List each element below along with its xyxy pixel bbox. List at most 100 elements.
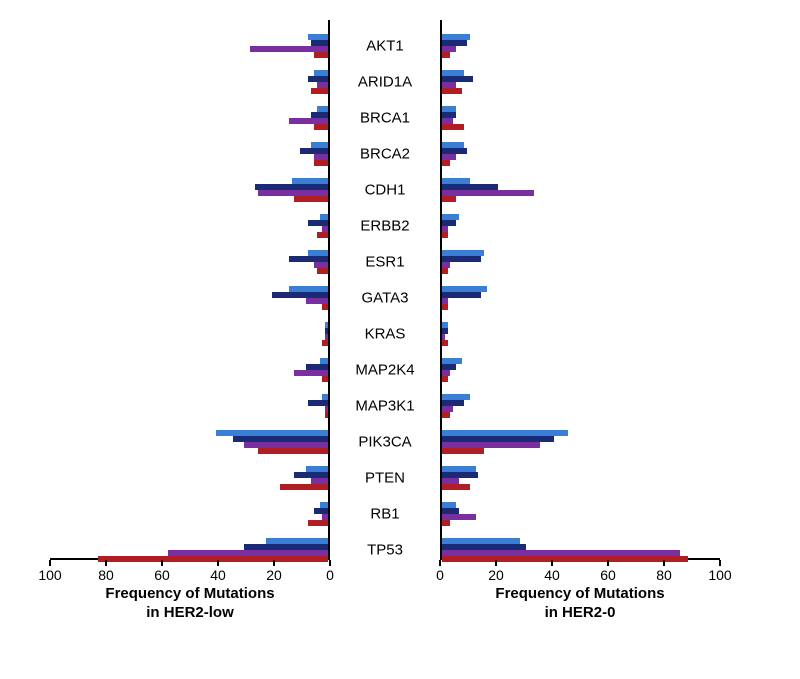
gene-label: GATA3 (330, 291, 440, 306)
bar (442, 448, 484, 454)
gene-label: ARID1A (330, 75, 440, 90)
bar (442, 88, 462, 94)
bar (442, 484, 470, 490)
gene-label: MAP3K1 (330, 399, 440, 414)
bar (308, 520, 328, 526)
gene-group (442, 502, 720, 526)
gene-label: AKT1 (330, 39, 440, 54)
bar (442, 292, 481, 298)
gene-group (442, 106, 720, 130)
axis-title-line2: in HER2-0 (545, 604, 616, 621)
gene-group (442, 250, 720, 274)
bar (317, 232, 328, 238)
gene-label: KRAS (330, 327, 440, 342)
gene-group (50, 142, 328, 166)
bar (322, 376, 328, 382)
tick-mark (719, 560, 721, 566)
gene-group (50, 538, 328, 562)
bar (442, 160, 450, 166)
tick-mark (329, 560, 331, 566)
gene-label: ERBB2 (330, 219, 440, 234)
gene-group (442, 466, 720, 490)
plot-area-right (440, 20, 720, 560)
bar (442, 196, 456, 202)
tick-mark (105, 560, 107, 566)
bar (442, 376, 448, 382)
bar (325, 412, 328, 418)
x-axis-title-right: Frequency of Mutations in HER2-0 (440, 585, 720, 623)
gene-group (442, 394, 720, 418)
gene-group (442, 430, 720, 454)
gene-label: PIK3CA (330, 435, 440, 450)
gene-label: RB1 (330, 507, 440, 522)
gene-group (50, 178, 328, 202)
gene-group (50, 430, 328, 454)
tick-label: 80 (644, 567, 684, 583)
bar (294, 196, 328, 202)
plot-area-left (50, 20, 330, 560)
tick-mark (273, 560, 275, 566)
x-axis-ticks-left: 020406080100 (50, 560, 330, 578)
axis-title-line1: Frequency of Mutations (105, 585, 274, 602)
gene-group (442, 286, 720, 310)
tick-label: 100 (30, 567, 70, 583)
bar (442, 232, 448, 238)
gene-label: MAP2K4 (330, 363, 440, 378)
bar (442, 52, 450, 58)
bar (322, 340, 328, 346)
gene-group (50, 466, 328, 490)
tick-mark (663, 560, 665, 566)
gene-group (50, 214, 328, 238)
gene-group (442, 70, 720, 94)
gene-group (442, 178, 720, 202)
tick-mark (161, 560, 163, 566)
gene-group (50, 250, 328, 274)
bar (442, 412, 450, 418)
bar (317, 268, 328, 274)
gene-label: CDH1 (330, 183, 440, 198)
bar (442, 268, 448, 274)
gene-group (50, 358, 328, 382)
tick-label: 60 (588, 567, 628, 583)
gene-group (442, 142, 720, 166)
tick-label: 80 (86, 567, 126, 583)
bar (442, 520, 450, 526)
x-axis-title-left: Frequency of Mutations in HER2-low (50, 585, 330, 623)
gene-label: BRCA1 (330, 111, 440, 126)
bar (314, 52, 328, 58)
bar (314, 124, 328, 130)
gene-group (442, 34, 720, 58)
tick-label: 60 (142, 567, 182, 583)
tick-label: 0 (310, 567, 350, 583)
tick-mark (551, 560, 553, 566)
gene-label: PTEN (330, 471, 440, 486)
tick-label: 40 (198, 567, 238, 583)
gene-label: ESR1 (330, 255, 440, 270)
gene-label: TP53 (330, 543, 440, 558)
bar (442, 340, 448, 346)
panel-her2-0: 020406080100 Frequency of Mutations in H… (440, 20, 720, 560)
bar (280, 484, 328, 490)
gene-group (442, 214, 720, 238)
tick-label: 40 (532, 567, 572, 583)
gene-label: BRCA2 (330, 147, 440, 162)
tick-mark (607, 560, 609, 566)
axis-title-line2: in HER2-low (146, 604, 234, 621)
gene-group (442, 538, 720, 562)
tick-mark (439, 560, 441, 566)
tick-mark (495, 560, 497, 566)
bar (322, 304, 328, 310)
mutation-frequency-chart: AKT1 ARID1A BRCA1 BRCA2 CDH1 ERBB2 ESR1 GATA3 KR… (0, 20, 800, 660)
bar (442, 124, 464, 130)
gene-group (50, 286, 328, 310)
axis-title-line1: Frequency of Mutations (495, 585, 664, 602)
tick-label: 20 (476, 567, 516, 583)
gene-group (50, 34, 328, 58)
tick-label: 100 (700, 567, 740, 583)
x-axis-ticks-right: 020406080100 (440, 560, 720, 578)
gene-group (50, 106, 328, 130)
tick-mark (217, 560, 219, 566)
gene-group (442, 322, 720, 346)
bar (314, 160, 328, 166)
gene-group (50, 70, 328, 94)
